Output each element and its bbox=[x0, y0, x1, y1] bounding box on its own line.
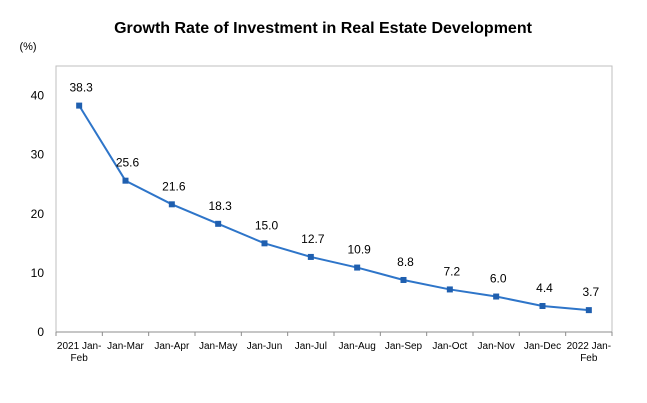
x-tick-label: 2022 Jan-Feb bbox=[567, 341, 611, 364]
series-line bbox=[78, 105, 589, 312]
x-tick-label: Jan-Aug bbox=[339, 341, 376, 352]
data-label: 15.0 bbox=[255, 218, 279, 232]
x-tick-label: Jan-Apr bbox=[154, 341, 190, 352]
data-point bbox=[168, 201, 175, 208]
y-tick-label: 40 bbox=[31, 89, 45, 103]
data-point bbox=[400, 276, 407, 283]
data-point bbox=[215, 220, 222, 227]
y-tick-label: 20 bbox=[31, 207, 45, 221]
data-point bbox=[493, 293, 500, 300]
data-point bbox=[261, 240, 268, 247]
data-label: 7.2 bbox=[443, 264, 460, 278]
data-label: 21.6 bbox=[162, 179, 186, 193]
y-axis-ticks: 0 10 20 30 40 bbox=[31, 89, 45, 339]
data-point bbox=[122, 177, 129, 184]
data-point bbox=[446, 286, 453, 293]
data-label: 3.7 bbox=[582, 285, 599, 299]
data-point bbox=[307, 253, 314, 260]
x-tick-label: Jan-Nov bbox=[478, 341, 515, 352]
data-label: 12.7 bbox=[301, 232, 325, 246]
y-tick-label: 0 bbox=[37, 325, 44, 339]
x-tick-label: Jan-Mar bbox=[107, 341, 144, 352]
data-point bbox=[585, 307, 592, 314]
data-point bbox=[354, 264, 361, 271]
data-label: 18.3 bbox=[208, 199, 232, 213]
data-label: 8.8 bbox=[397, 255, 414, 269]
chart-title: Growth Rate of Investment in Real Estate… bbox=[114, 20, 533, 37]
y-tick-label: 30 bbox=[31, 148, 45, 162]
data-label: 25.6 bbox=[116, 156, 140, 170]
x-tick-label: Jan-Sep bbox=[385, 341, 423, 352]
x-tick-label: 2021 Jan-Feb bbox=[57, 341, 101, 364]
data-labels: 38.3 25.6 21.6 18.3 15.0 12.7 10.9 8.8 7.2 6.0 4.4… bbox=[69, 81, 599, 300]
x-tick-label: Jan-May bbox=[199, 341, 237, 352]
data-label: 10.9 bbox=[347, 243, 371, 257]
y-tick-label: 10 bbox=[31, 266, 45, 280]
data-label: 38.3 bbox=[69, 81, 93, 95]
y-axis-unit: (%) bbox=[19, 41, 36, 53]
x-tick-label: Jan-Jul bbox=[295, 341, 327, 352]
data-point bbox=[539, 302, 546, 309]
data-label: 4.4 bbox=[536, 281, 553, 295]
plot-area bbox=[55, 65, 613, 333]
x-tick-label: Jan-Oct bbox=[432, 341, 467, 352]
data-point bbox=[76, 102, 83, 109]
x-tick-label: Jan-Jun bbox=[247, 341, 283, 352]
data-label: 6.0 bbox=[490, 272, 507, 286]
x-tick-label: Jan-Dec bbox=[524, 341, 561, 352]
x-axis-ticks: 2021 Jan-Feb Jan-Mar Jan-Apr Jan-May Jan-Jun… bbox=[55, 332, 613, 364]
data-markers bbox=[76, 102, 592, 314]
